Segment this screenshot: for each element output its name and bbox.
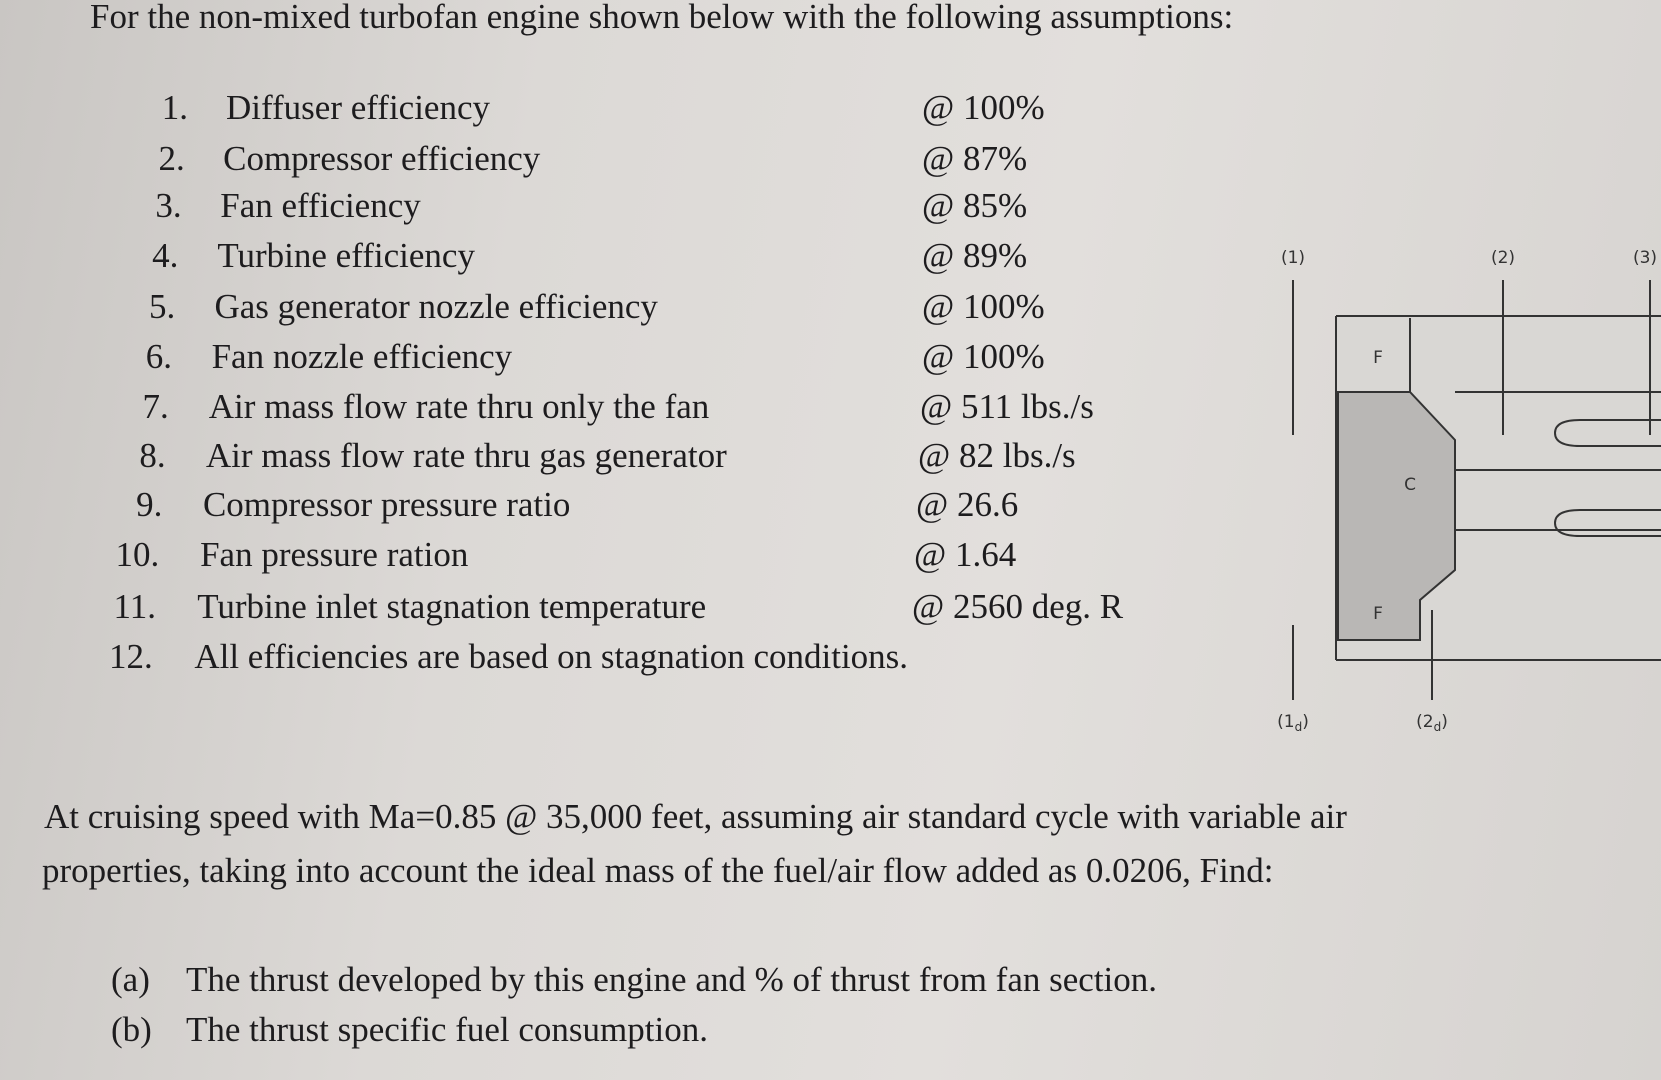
item-number: 12.	[109, 637, 153, 676]
item-number: 8.	[139, 436, 165, 475]
item-number: 10.	[115, 535, 159, 574]
station-label: (1)	[1281, 248, 1305, 268]
paragraph-line: At cruising speed with Ma=0.85 @ 35,000 …	[44, 797, 1347, 836]
item-value: @ 87%	[922, 139, 1027, 178]
engine-diagram: (1) (2) (3)FCF(1d) (2d)	[1277, 248, 1661, 734]
item-label: Air mass flow rate thru gas generator	[206, 436, 727, 475]
station-label: (1d)	[1277, 712, 1309, 734]
question-letter: (b)	[111, 1010, 152, 1049]
paragraph-line: properties, taking into account the idea…	[42, 851, 1274, 890]
item-label: Fan pressure ration	[200, 535, 468, 574]
item-label: Fan nozzle efficiency	[212, 337, 513, 376]
title: For the non-mixed turbofan engine shown …	[90, 0, 1233, 36]
item-label: Turbine efficiency	[217, 236, 475, 275]
station-main: (1	[1277, 712, 1294, 732]
station-end: )	[1441, 712, 1448, 732]
item-number: 3.	[155, 186, 181, 225]
item-value: @ 1.64	[914, 535, 1016, 574]
item-value: @ 2560 deg. R	[912, 587, 1124, 626]
station-sub: d	[1434, 720, 1442, 734]
station-end: )	[1302, 712, 1309, 732]
question-text: The thrust developed by this engine and …	[186, 960, 1157, 999]
item-number: 6.	[146, 337, 172, 376]
station-label: (2)	[1491, 248, 1515, 268]
item-value: @ 26.6	[916, 485, 1018, 524]
item-value: @ 85%	[922, 186, 1027, 225]
item-label: Diffuser efficiency	[226, 88, 491, 127]
item-label: Turbine inlet stagnation temperature	[197, 587, 706, 626]
question-text: The thrust specific fuel consumption.	[186, 1010, 708, 1049]
item-label: Gas generator nozzle efficiency	[214, 287, 658, 326]
item-label: All efficiencies are based on stagnation…	[194, 637, 908, 676]
item-number: 11.	[114, 587, 156, 626]
item-value: @ 82 lbs./s	[918, 436, 1076, 475]
station-sub: d	[1295, 720, 1303, 734]
component-label: C	[1404, 475, 1416, 495]
item-label: Compressor pressure ratio	[203, 485, 570, 524]
item-value: @ 100%	[922, 88, 1045, 127]
component-label: F	[1373, 348, 1383, 368]
item-value: @ 511 lbs./s	[920, 387, 1094, 426]
component-label: F	[1373, 604, 1383, 624]
item-number: 1.	[162, 88, 188, 127]
station-label: (3)	[1633, 248, 1657, 268]
item-value: @ 100%	[922, 287, 1045, 326]
item-value: @ 100%	[922, 337, 1045, 376]
burner	[1553, 509, 1661, 537]
burner	[1553, 419, 1661, 447]
station-main: (2	[1416, 712, 1433, 732]
station-label: (2d)	[1416, 712, 1448, 734]
item-number: 4.	[152, 236, 178, 275]
item-label: Compressor efficiency	[223, 139, 541, 178]
fan-compressor	[1337, 391, 1456, 641]
item-number: 5.	[149, 287, 175, 326]
question-letter: (a)	[111, 960, 150, 999]
item-label: Fan efficiency	[220, 186, 421, 225]
item-value: @ 89%	[922, 236, 1027, 275]
item-number: 2.	[159, 139, 185, 178]
item-label: Air mass flow rate thru only the fan	[209, 387, 710, 426]
item-number: 9.	[136, 485, 162, 524]
item-number: 7.	[143, 387, 169, 426]
